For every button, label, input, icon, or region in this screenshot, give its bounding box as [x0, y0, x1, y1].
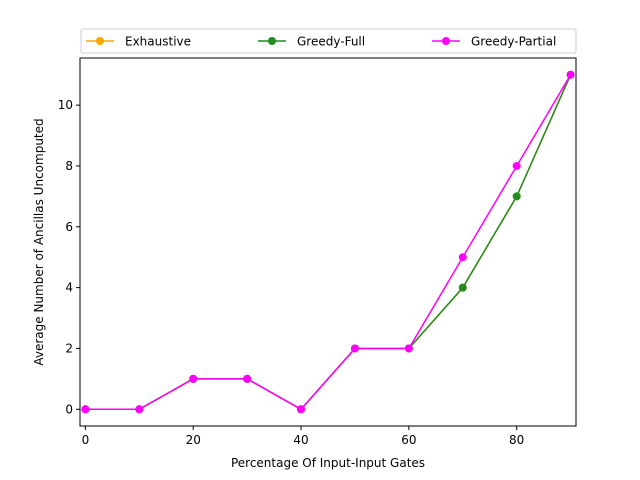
x-tick-label: 0 [82, 433, 90, 447]
legend-marker [442, 37, 450, 45]
x-axis-label: Percentage Of Input-Input Gates [231, 456, 425, 470]
x-tick-label: 40 [293, 433, 308, 447]
x-tick-label: 20 [186, 433, 201, 447]
series-line [85, 74, 572, 411]
data-point [512, 161, 521, 170]
legend-marker [96, 37, 104, 45]
data-point [189, 374, 198, 383]
y-tick-label: 0 [65, 402, 73, 416]
y-tick-label: 6 [65, 220, 73, 234]
data-point [404, 344, 413, 353]
series-layer [81, 70, 575, 414]
legend-marker [268, 37, 276, 45]
legend-entry: Greedy-Full [258, 35, 365, 49]
x-tick-label: 80 [509, 433, 524, 447]
series-greedy-partial [81, 70, 575, 414]
y-tick-label: 2 [65, 341, 73, 355]
data-point [81, 405, 90, 414]
legend-label: Greedy-Full [297, 35, 365, 49]
data-point [566, 70, 575, 79]
data-point [458, 253, 467, 262]
series-line [85, 74, 572, 411]
y-axis-label: Average Number of Ancillas Uncomputed [32, 118, 46, 365]
y-tick-label: 10 [58, 98, 73, 112]
y-tick-label: 8 [65, 159, 73, 173]
legend-box [80, 28, 577, 54]
data-point [135, 405, 144, 414]
data-point [297, 405, 306, 414]
x-axis: 0 20 40 60 80 [82, 426, 524, 447]
legend-label: Greedy-Partial [471, 35, 556, 49]
data-point [350, 344, 359, 353]
series-line [85, 74, 572, 411]
plot-frame [79, 57, 577, 427]
legend-entry: Greedy-Partial [432, 35, 556, 49]
x-tick-label: 60 [401, 433, 416, 447]
y-tick-label: 4 [65, 281, 73, 295]
legend-entry: Exhaustive [86, 35, 191, 49]
data-point [243, 374, 252, 383]
legend-label: Exhaustive [125, 35, 191, 49]
legend: Exhaustive Greedy-Full Greedy-Partial [80, 28, 577, 54]
data-point [458, 283, 467, 292]
data-point [512, 192, 521, 201]
series-exhaustive [81, 70, 575, 414]
series-greedy-full [81, 70, 575, 414]
y-axis: 0 2 4 6 8 10 [58, 98, 80, 416]
